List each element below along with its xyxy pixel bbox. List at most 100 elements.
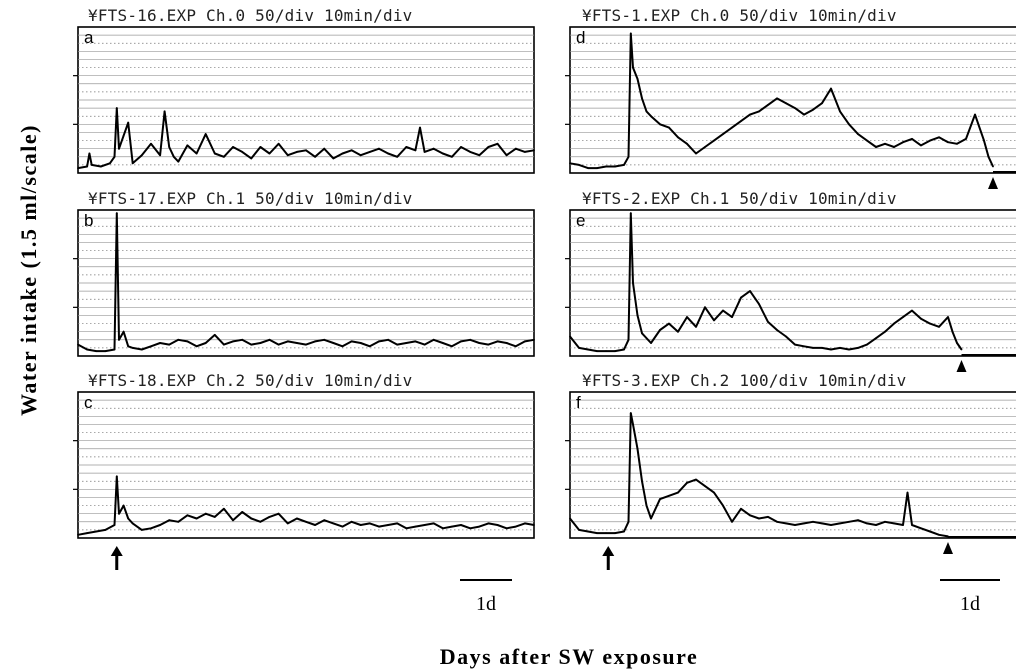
data-point xyxy=(668,322,670,325)
data-point xyxy=(623,164,625,166)
data-point xyxy=(223,155,225,158)
data-point xyxy=(90,164,93,166)
data-point xyxy=(740,507,742,510)
data-point xyxy=(451,525,453,528)
data-point xyxy=(323,338,326,341)
data-point xyxy=(213,334,216,336)
data-point xyxy=(956,342,958,344)
data-point xyxy=(350,149,353,152)
data-point xyxy=(487,146,490,148)
data-point xyxy=(650,115,652,118)
data-point xyxy=(884,142,886,145)
data-point xyxy=(478,154,481,157)
data-point xyxy=(159,524,162,526)
data-point xyxy=(929,139,931,142)
data-point xyxy=(286,154,289,157)
data-point xyxy=(578,347,580,349)
data-point xyxy=(314,524,316,526)
data-point xyxy=(623,530,625,533)
data-point xyxy=(677,491,679,494)
data-point xyxy=(95,350,98,352)
data-point xyxy=(951,330,954,333)
panel-header: ¥FTS-16.EXP Ch.0 50/div 10min/div xyxy=(88,6,412,25)
data-point xyxy=(722,504,724,507)
data-point xyxy=(232,340,234,343)
data-point xyxy=(659,498,661,500)
data-point xyxy=(704,306,706,309)
data-point xyxy=(213,152,216,155)
data-point xyxy=(115,475,118,478)
data-point xyxy=(432,522,435,525)
data-point xyxy=(405,146,408,148)
data-point xyxy=(341,525,344,528)
data-point xyxy=(704,485,706,487)
exposure-arrow xyxy=(602,546,615,556)
data-point xyxy=(113,155,116,158)
data-point xyxy=(866,522,868,525)
data-point xyxy=(929,530,931,533)
panel-header: ¥FTS-2.EXP Ch.1 50/div 10min/div xyxy=(582,189,897,208)
data-point xyxy=(514,147,517,150)
panel-letter: c xyxy=(84,393,93,412)
data-point xyxy=(740,296,742,299)
data-point xyxy=(432,338,435,341)
data-point xyxy=(368,345,371,348)
data-point xyxy=(268,152,271,155)
data-point xyxy=(118,338,120,341)
data-point xyxy=(695,152,697,155)
data-point xyxy=(131,162,134,165)
data-point xyxy=(232,146,234,148)
data-point xyxy=(378,340,380,343)
data-point xyxy=(109,162,111,165)
data-point xyxy=(177,338,180,341)
data-point xyxy=(906,491,909,494)
series-line xyxy=(77,475,535,536)
data-point xyxy=(487,343,490,346)
data-point xyxy=(286,340,289,343)
data-point xyxy=(614,350,616,352)
data-point xyxy=(186,514,189,517)
data-point xyxy=(803,113,805,116)
data-point xyxy=(86,348,88,351)
data-point xyxy=(259,146,262,148)
panels: ¥FTS-16.EXP Ch.0 50/div 10min/diva¥FTS-1… xyxy=(73,6,1016,570)
data-point xyxy=(232,519,234,522)
data-point xyxy=(629,412,632,414)
data-point xyxy=(776,97,778,100)
data-point xyxy=(731,520,733,523)
data-point xyxy=(277,343,280,346)
data-point xyxy=(749,514,751,517)
data-point xyxy=(241,338,244,341)
data-point xyxy=(204,133,207,136)
data-point xyxy=(645,110,648,113)
data-point xyxy=(605,532,607,534)
exposure-arrow xyxy=(110,546,123,556)
data-point xyxy=(627,520,630,523)
data-point xyxy=(596,350,598,352)
data-point xyxy=(686,316,688,318)
data-point xyxy=(104,350,107,352)
data-point xyxy=(956,142,958,145)
data-point xyxy=(387,524,389,526)
data-point xyxy=(460,524,462,526)
data-point xyxy=(947,141,949,144)
data-point xyxy=(505,527,508,530)
data-point xyxy=(159,154,162,157)
data-point xyxy=(569,162,571,165)
data-point xyxy=(441,527,444,530)
data-point xyxy=(578,164,580,166)
data-point xyxy=(821,522,823,525)
data-point xyxy=(314,340,316,343)
data-point xyxy=(767,104,769,106)
data-point xyxy=(830,348,832,351)
data-point xyxy=(785,102,787,105)
y-axis-label: Water intake (1.5 ml/scale) xyxy=(16,124,41,416)
data-point xyxy=(487,522,490,525)
data-point xyxy=(332,157,335,160)
data-point xyxy=(387,152,389,155)
data-point xyxy=(514,525,517,528)
data-point xyxy=(596,167,598,170)
data-point xyxy=(405,527,408,530)
data-point xyxy=(857,519,859,522)
panel-header: ¥FTS-1.EXP Ch.0 50/div 10min/div xyxy=(582,6,897,25)
